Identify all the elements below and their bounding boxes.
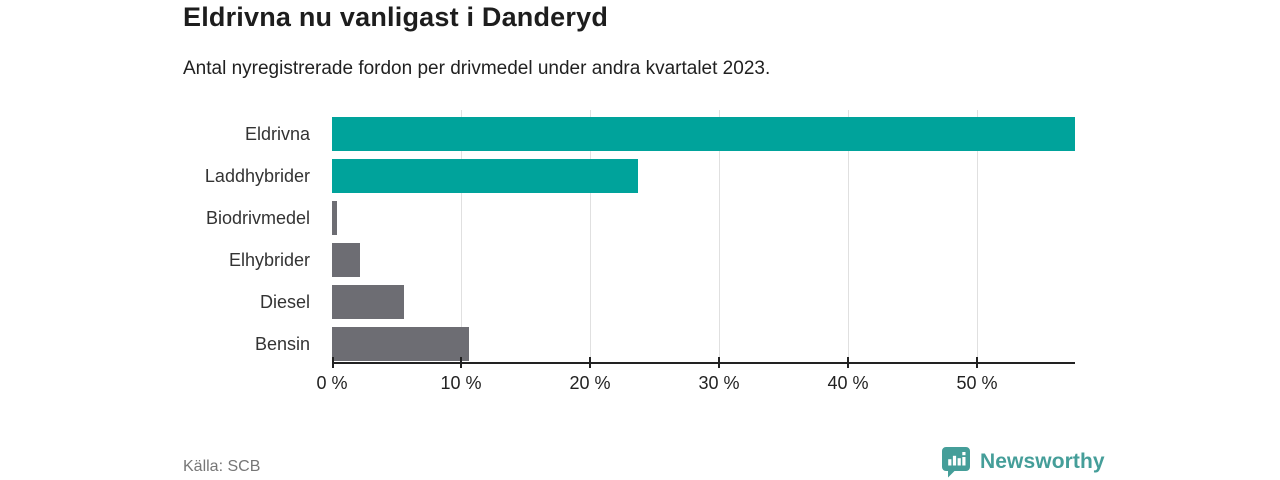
category-label: Elhybrider bbox=[228, 250, 310, 270]
axis-tick bbox=[847, 357, 849, 368]
axis-tick-label: 50 % bbox=[956, 373, 998, 393]
axis-tick bbox=[332, 357, 334, 368]
bar-bensin bbox=[332, 327, 469, 361]
category-label: Laddhybrider bbox=[204, 166, 310, 186]
axis-tick bbox=[460, 357, 462, 368]
category-label: Eldrivna bbox=[244, 124, 310, 144]
gridline bbox=[977, 110, 978, 362]
axis-tick-label: 10 % bbox=[440, 373, 482, 393]
category-label: Diesel bbox=[259, 292, 310, 312]
axis-tick-label: 30 % bbox=[698, 373, 740, 393]
gridline bbox=[848, 110, 849, 362]
axis-tick-label: 20 % bbox=[569, 373, 611, 393]
bar-diesel bbox=[332, 285, 404, 319]
source-text: Källa: SCB bbox=[183, 458, 261, 475]
chart-subtitle: Antal nyregistrerade fordon per drivmede… bbox=[183, 58, 771, 79]
bar-elhybrider bbox=[332, 243, 360, 277]
brand-logo: Newsworthy bbox=[941, 446, 1105, 478]
axis-tick bbox=[718, 357, 720, 368]
category-label: Biodrivmedel bbox=[205, 208, 310, 228]
gridline bbox=[719, 110, 720, 362]
newsworthy-icon bbox=[941, 446, 971, 478]
axis-tick-label: 0 % bbox=[316, 373, 348, 393]
axis-tick bbox=[976, 357, 978, 368]
axis-tick-label: 40 % bbox=[827, 373, 869, 393]
chart-title: Eldrivna nu vanligast i Danderyd bbox=[183, 2, 609, 32]
plot-area: 0 % 10 % 20 % 30 % 40 % 50 % bbox=[316, 110, 1075, 393]
bar-biodrivmedel bbox=[332, 201, 337, 235]
category-label: Bensin bbox=[254, 334, 310, 354]
category-labels: Eldrivna Laddhybrider Biodrivmedel Elhybrid… bbox=[0, 110, 322, 363]
bar-laddhybrider bbox=[332, 159, 638, 193]
gridline bbox=[461, 110, 462, 362]
axis-tick bbox=[589, 357, 591, 368]
x-axis-line bbox=[332, 362, 1075, 364]
bar-eldrivna bbox=[332, 117, 1075, 151]
brand-name: Newsworthy bbox=[980, 450, 1105, 473]
gridline bbox=[590, 110, 591, 362]
